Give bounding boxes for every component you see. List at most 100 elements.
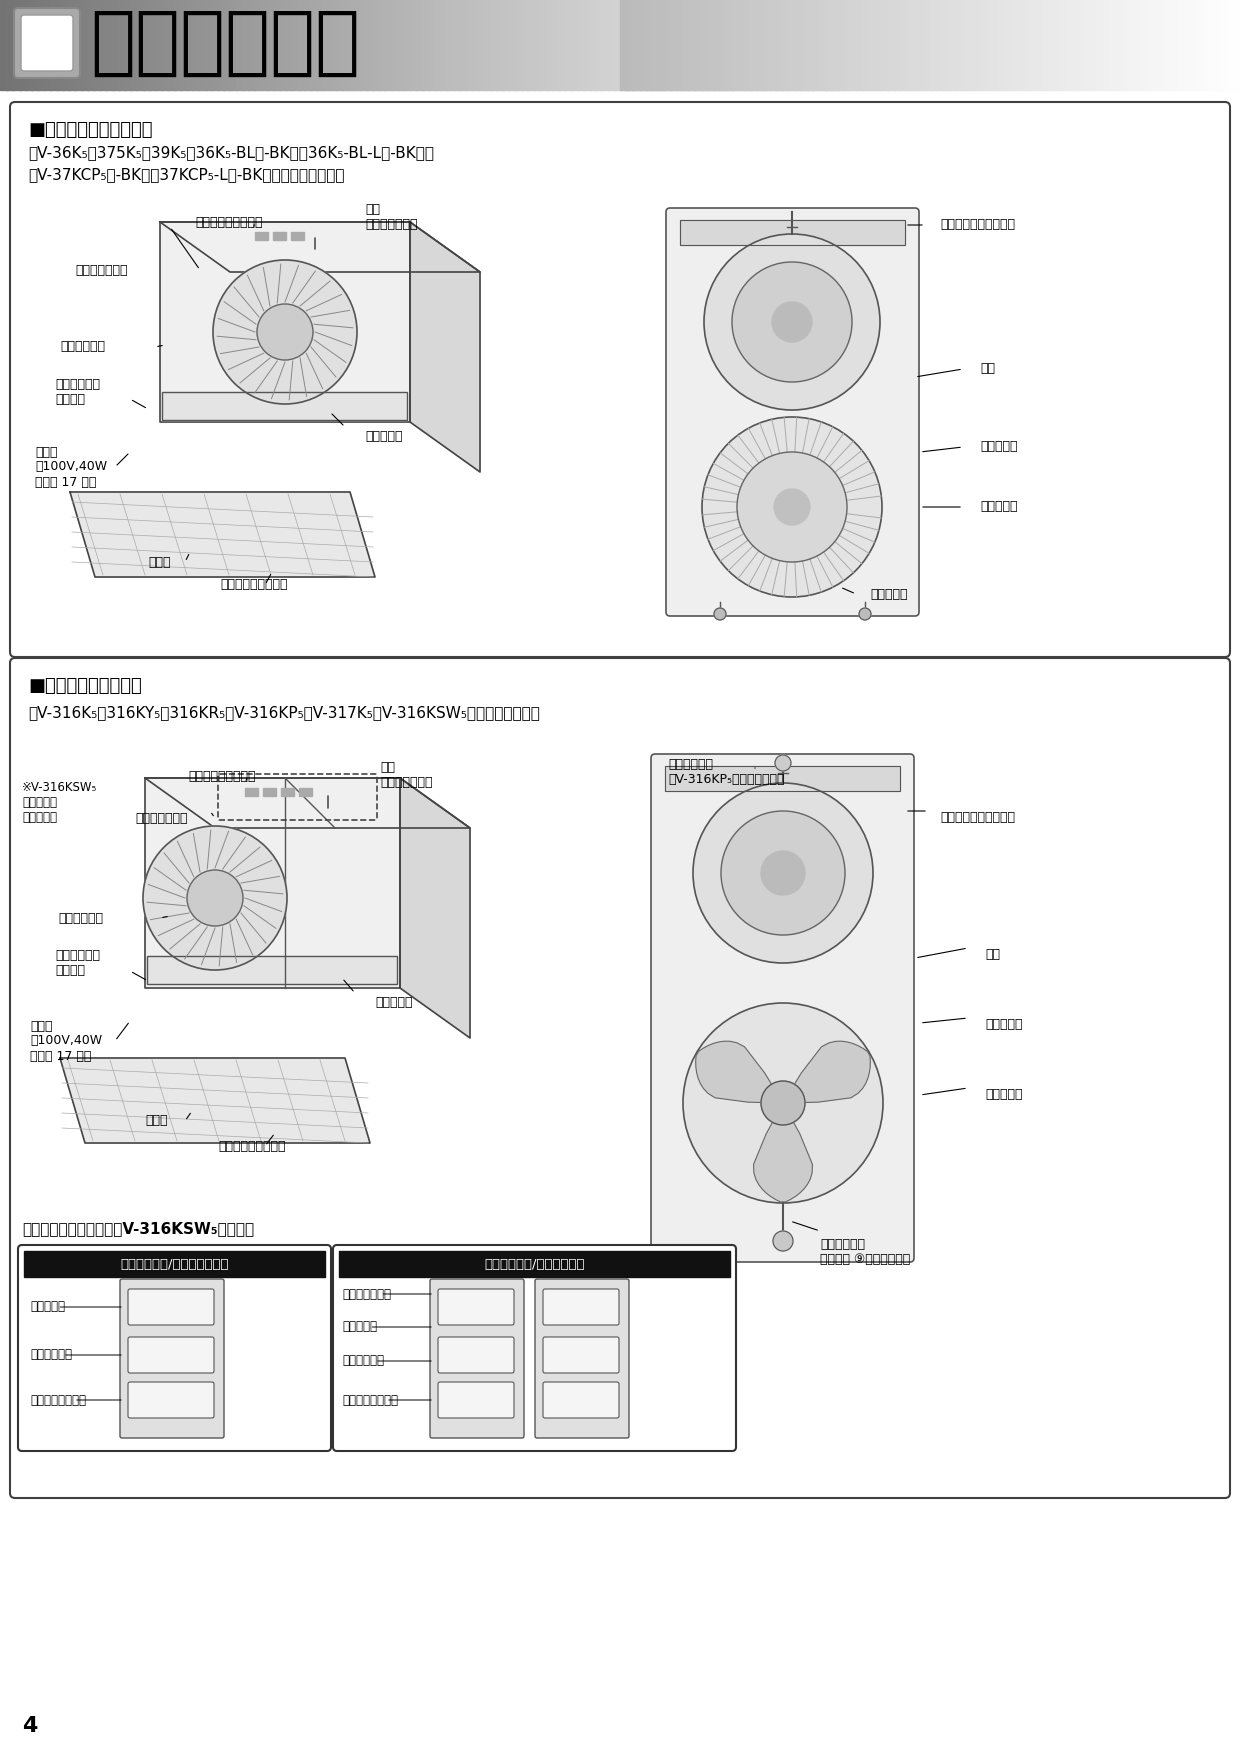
Text: 電源スイッチ: 電源スイッチ <box>30 1349 72 1361</box>
Bar <box>440 0 449 89</box>
Bar <box>1060 0 1069 89</box>
Bar <box>263 788 277 796</box>
FancyBboxPatch shape <box>430 1279 525 1438</box>
Bar <box>1085 0 1094 89</box>
Bar <box>180 0 188 89</box>
Bar <box>787 0 796 89</box>
Bar <box>663 0 672 89</box>
Bar <box>1135 0 1143 89</box>
Bar <box>93 0 102 89</box>
Bar <box>874 0 883 89</box>
Bar <box>682 0 691 89</box>
Bar <box>273 0 281 89</box>
Bar <box>1178 0 1187 89</box>
Bar <box>24 1251 325 1277</box>
Bar <box>347 0 356 89</box>
FancyBboxPatch shape <box>438 1337 515 1373</box>
Bar <box>905 0 914 89</box>
Bar <box>298 0 306 89</box>
Bar <box>148 956 397 984</box>
Bar <box>775 0 784 89</box>
Bar <box>236 0 244 89</box>
Text: 風量切換スイッチ: 風量切換スイッチ <box>30 1393 86 1407</box>
FancyBboxPatch shape <box>651 754 914 1261</box>
Text: 照明ランプ入/切スイッチなし: 照明ランプ入/切スイッチなし <box>120 1258 228 1270</box>
Bar <box>1004 0 1013 89</box>
Polygon shape <box>160 223 410 423</box>
Bar <box>614 0 622 89</box>
Bar <box>273 232 286 240</box>
Bar <box>1147 0 1156 89</box>
Bar <box>1147 0 1156 89</box>
Bar <box>1079 0 1087 89</box>
Bar <box>1190 0 1199 89</box>
Bar <box>676 0 684 89</box>
FancyBboxPatch shape <box>128 1337 215 1373</box>
Text: ランプスイッチ: ランプスイッチ <box>342 1287 391 1300</box>
Bar <box>248 0 257 89</box>
Bar <box>806 0 815 89</box>
Bar <box>1048 0 1056 89</box>
Text: スピンナー: スピンナー <box>980 440 1018 454</box>
Bar <box>763 0 771 89</box>
Bar <box>167 0 176 89</box>
Bar <box>465 0 474 89</box>
Bar <box>911 0 920 89</box>
Bar <box>1190 0 1199 89</box>
Text: 表示ランプ: 表示ランプ <box>30 1300 64 1314</box>
FancyBboxPatch shape <box>120 1279 224 1438</box>
Bar <box>477 0 486 89</box>
Text: モーターシャフトピン: モーターシャフトピン <box>940 810 1016 824</box>
Circle shape <box>257 303 312 360</box>
Bar <box>1153 0 1162 89</box>
Bar <box>769 0 777 89</box>
Bar <box>986 0 994 89</box>
Bar <box>794 0 802 89</box>
Bar <box>961 0 970 89</box>
Bar <box>1141 0 1149 89</box>
Bar <box>676 0 684 89</box>
Bar <box>756 0 765 89</box>
Bar <box>887 0 895 89</box>
Bar <box>701 0 709 89</box>
Bar <box>868 0 877 89</box>
Bar <box>149 0 157 89</box>
Bar <box>415 0 424 89</box>
Bar <box>329 0 337 89</box>
Text: V-36K₅・375K₅・39K₅・36K₅-BL（-BK）・36K₅-BL-L（-BK）・: V-36K₅・375K₅・39K₅・36K₅-BL（-BK）・36K₅-BL-L… <box>29 146 434 160</box>
Bar <box>874 0 883 89</box>
Bar <box>899 0 908 89</box>
Text: ■シロッコファンタイプ: ■シロッコファンタイプ <box>29 121 153 139</box>
Bar <box>1203 0 1211 89</box>
Bar <box>1221 0 1230 89</box>
Bar <box>143 0 151 89</box>
Bar <box>930 0 939 89</box>
Bar <box>1197 0 1205 89</box>
Text: フィルター（２層）: フィルター（２層） <box>219 579 288 591</box>
Text: 本体
（ケーシング）: 本体 （ケーシング） <box>365 203 418 232</box>
Bar <box>0 0 9 89</box>
Bar <box>1110 0 1118 89</box>
Bar <box>1104 0 1112 89</box>
Bar <box>552 0 560 89</box>
Bar <box>645 0 653 89</box>
Bar <box>967 0 976 89</box>
Polygon shape <box>145 779 470 828</box>
Bar <box>1104 0 1112 89</box>
Bar <box>1029 0 1038 89</box>
Bar <box>688 0 697 89</box>
Text: V-37KCP₅（-BK）・37KCP₅-L（-BK）（丸排気タイプ）: V-37KCP₅（-BK）・37KCP₅-L（-BK）（丸排気タイプ） <box>29 167 345 182</box>
Bar <box>148 956 397 984</box>
FancyBboxPatch shape <box>543 1337 619 1373</box>
Polygon shape <box>410 223 480 472</box>
Text: ランプ
（100V,40W
口金径 17 ㎜）: ランプ （100V,40W 口金径 17 ㎜） <box>35 446 107 489</box>
Bar <box>291 0 300 89</box>
Bar <box>291 232 304 240</box>
Bar <box>893 0 901 89</box>
Bar <box>831 0 839 89</box>
Bar <box>911 0 920 89</box>
Bar <box>955 0 963 89</box>
Bar <box>701 0 709 89</box>
Circle shape <box>732 261 852 382</box>
FancyBboxPatch shape <box>334 1245 737 1451</box>
